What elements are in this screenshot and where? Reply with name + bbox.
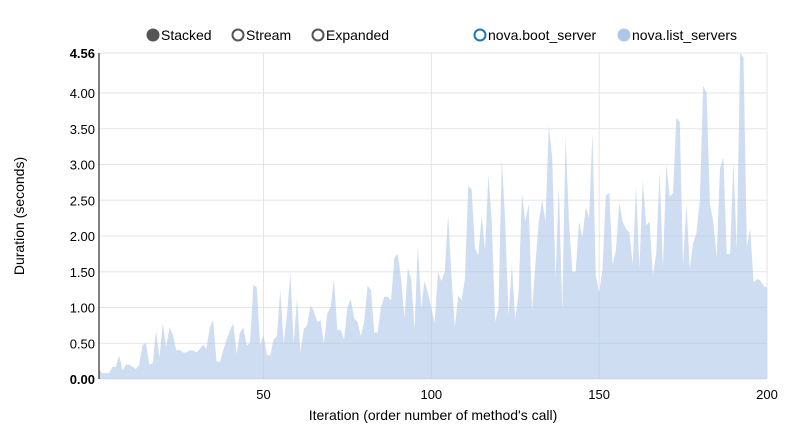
- control-stacked[interactable]: Stacked: [146, 27, 212, 43]
- legend-marker-icon: [617, 28, 631, 42]
- y-tick-label: 1.50: [70, 265, 95, 280]
- chart-style-controls: Stacked Stream Expanded: [146, 27, 390, 43]
- legend-label: nova.boot_server: [488, 27, 597, 43]
- legend-item-nova-list-servers[interactable]: nova.list_servers: [617, 27, 738, 43]
- control-label: Stacked: [161, 27, 212, 43]
- area-nova-list-servers: [99, 53, 767, 379]
- x-tick-label: 150: [588, 387, 610, 402]
- legend-label: nova.list_servers: [632, 27, 737, 43]
- y-tick-label: 3.50: [70, 122, 95, 137]
- control-label: Expanded: [326, 27, 389, 43]
- radio-icon: [311, 28, 325, 42]
- legend-item-nova-boot-server[interactable]: nova.boot_server: [473, 27, 597, 43]
- control-expanded[interactable]: Expanded: [311, 27, 390, 43]
- y-tick-label: 4.56: [70, 46, 95, 61]
- legend-marker-icon: [473, 28, 487, 42]
- y-tick-label: 1.00: [70, 301, 95, 316]
- y-tick-label: 0.50: [70, 336, 95, 351]
- y-tick-label: 2.50: [70, 193, 95, 208]
- control-label: Stream: [246, 27, 291, 43]
- legend: nova.boot_server nova.list_servers: [473, 27, 738, 43]
- x-axis-label: Iteration (order number of method's call…: [309, 407, 558, 423]
- y-tick-label: 3.00: [70, 158, 95, 173]
- x-tick-label: 200: [756, 387, 778, 402]
- radio-icon: [146, 28, 160, 42]
- y-tick-label: 0.00: [70, 372, 95, 387]
- area-series: [99, 53, 767, 379]
- control-stream[interactable]: Stream: [231, 27, 292, 43]
- axes: 0.00 0.50 1.00 1.50 2.00 2.50 3.00 3.50 4.00 4.56…: [70, 46, 778, 402]
- y-tick-label: 2.00: [70, 229, 95, 244]
- y-tick-label: 4.00: [70, 86, 95, 101]
- radio-icon: [231, 28, 245, 42]
- x-tick-label: 50: [256, 387, 270, 402]
- x-tick-label: 100: [420, 387, 442, 402]
- y-axis-label: Duration (seconds): [11, 157, 27, 275]
